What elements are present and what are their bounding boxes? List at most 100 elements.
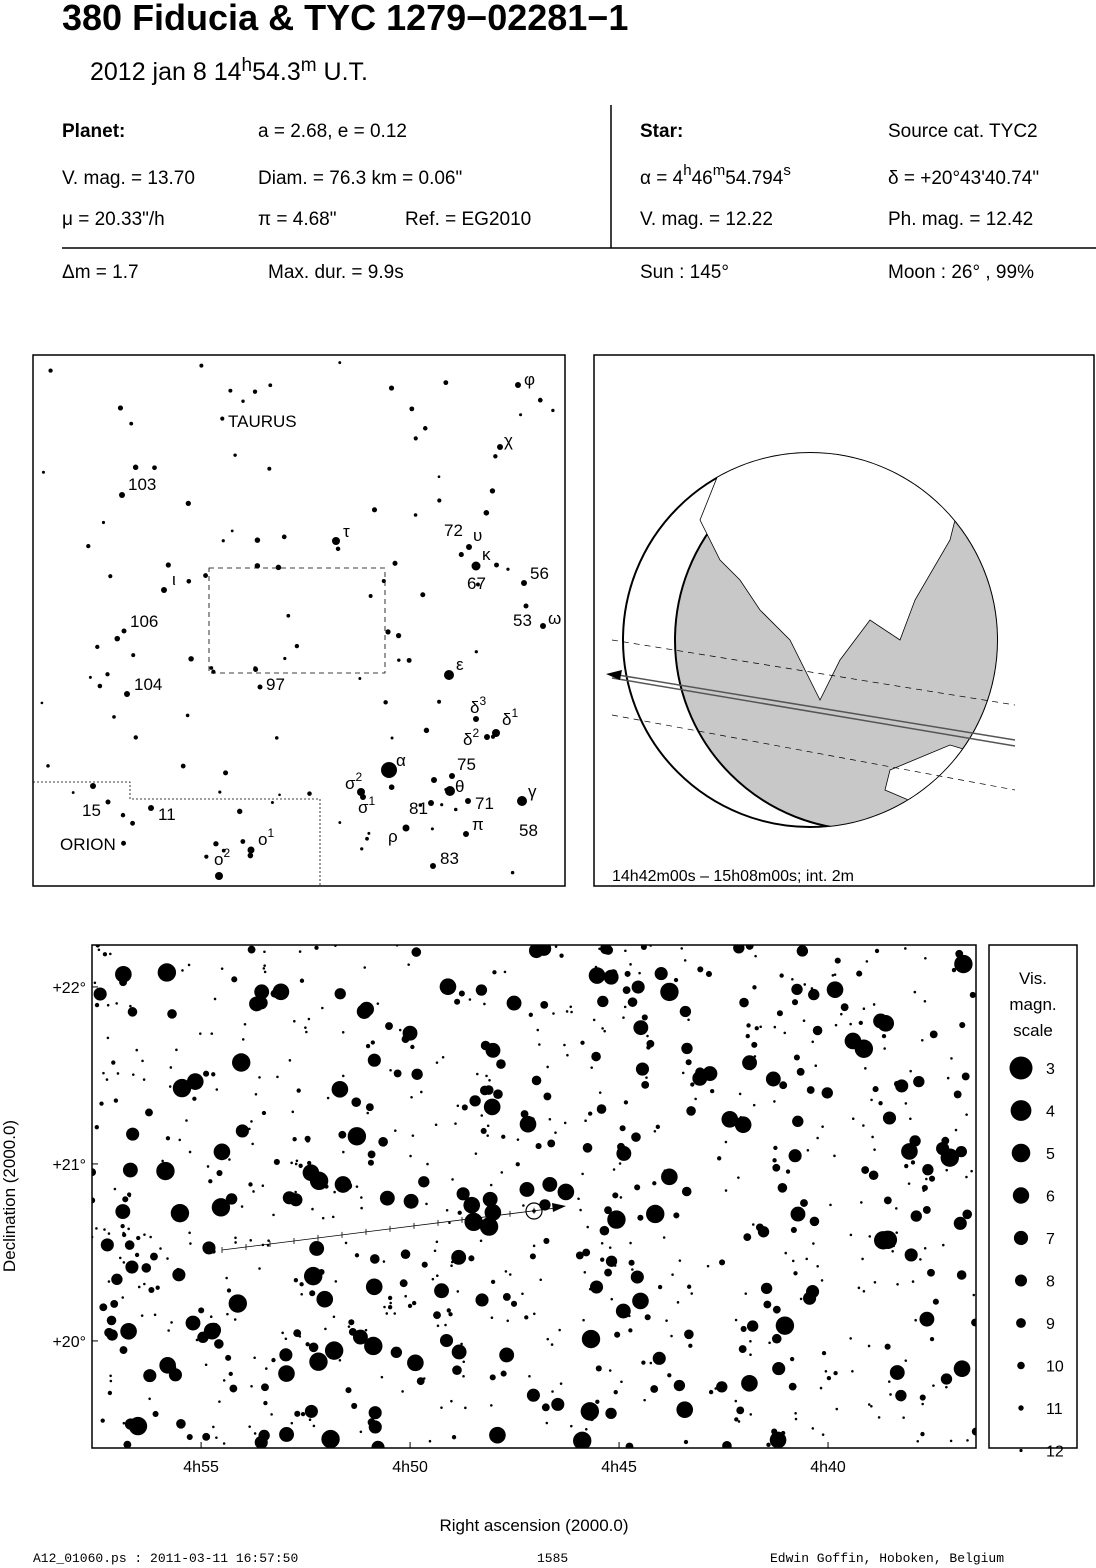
- star-label: 58: [519, 821, 538, 840]
- star: [683, 1439, 689, 1445]
- star: [914, 1318, 917, 1322]
- y-tick-label: +20°: [52, 1334, 86, 1351]
- star: [331, 1080, 349, 1098]
- star-label: 11: [158, 805, 176, 824]
- star: [929, 1336, 935, 1342]
- star: [305, 1030, 308, 1034]
- star: [480, 1114, 484, 1117]
- star: [106, 1315, 117, 1326]
- star: [385, 1022, 393, 1030]
- star: [608, 1369, 612, 1372]
- planet-vmag: V. mag. = 13.70: [62, 168, 195, 189]
- star: [909, 1135, 921, 1147]
- star: [867, 1403, 871, 1406]
- star: [444, 670, 454, 680]
- star: [180, 763, 186, 769]
- star: [284, 1337, 288, 1341]
- star: [216, 1170, 223, 1177]
- star: [46, 764, 50, 768]
- legend-mark: [1016, 1318, 1026, 1328]
- star: [442, 980, 445, 984]
- star: [253, 1432, 257, 1435]
- star: [595, 1399, 600, 1404]
- star: [734, 1116, 752, 1134]
- star: [821, 1350, 827, 1356]
- star: [753, 1055, 757, 1058]
- star: [249, 1239, 253, 1242]
- star: [710, 1088, 715, 1094]
- star: [833, 1154, 836, 1158]
- star: [253, 666, 259, 672]
- star: [629, 963, 632, 966]
- star: [411, 947, 422, 957]
- star: [128, 1416, 148, 1436]
- star: [604, 1268, 613, 1277]
- star: [282, 1375, 286, 1378]
- label-text: 75: [457, 755, 476, 774]
- star: [399, 1279, 408, 1288]
- star: [954, 1128, 958, 1132]
- star: [739, 997, 749, 1008]
- star: [716, 1381, 728, 1393]
- star: [499, 1347, 515, 1363]
- star: [904, 1248, 918, 1262]
- label-text: 106: [130, 612, 158, 631]
- star: [153, 1313, 157, 1317]
- star: [360, 1196, 363, 1199]
- star: [90, 783, 96, 789]
- star: [422, 426, 428, 431]
- star: [646, 1045, 651, 1050]
- star: [745, 945, 754, 950]
- star: [941, 1243, 945, 1247]
- star: [359, 1430, 363, 1434]
- star: [152, 465, 157, 471]
- star: [258, 1267, 261, 1270]
- star: [458, 990, 465, 997]
- star: [922, 1206, 931, 1214]
- star: [241, 399, 245, 403]
- star: [281, 534, 287, 540]
- star: [542, 1176, 558, 1192]
- star: [811, 1040, 815, 1044]
- star: [423, 727, 430, 734]
- superscript: 3: [479, 694, 486, 708]
- star: [475, 1293, 489, 1307]
- star: [644, 1314, 651, 1321]
- legend-label: 12: [1046, 1444, 1064, 1461]
- star: [436, 1274, 439, 1277]
- star-label: 81: [409, 799, 428, 818]
- star: [868, 1170, 879, 1181]
- star: [582, 1318, 585, 1322]
- star: [600, 945, 612, 955]
- star: [946, 1076, 950, 1080]
- star: [170, 1321, 173, 1324]
- star: [932, 1384, 935, 1387]
- star: [569, 1005, 573, 1009]
- star: [250, 1384, 253, 1388]
- star-label: ω: [548, 609, 561, 628]
- star: [835, 1407, 839, 1411]
- superscript: 1: [511, 706, 518, 720]
- star: [889, 1393, 892, 1396]
- star: [225, 1193, 238, 1205]
- star: [566, 1053, 569, 1057]
- star: [240, 839, 246, 844]
- star: [113, 1187, 117, 1191]
- star: [410, 1095, 413, 1099]
- star: [483, 1002, 486, 1006]
- star: [208, 1179, 213, 1184]
- star: [165, 1136, 171, 1141]
- star: [221, 539, 225, 543]
- star: [140, 1314, 144, 1317]
- star: [784, 1251, 788, 1255]
- star: [503, 970, 507, 974]
- star: [435, 1061, 439, 1064]
- star: [831, 974, 835, 977]
- star: [543, 1237, 550, 1244]
- star: [248, 1182, 253, 1187]
- star: [129, 1004, 132, 1008]
- star: [132, 1073, 135, 1076]
- star: [278, 793, 281, 797]
- star: [302, 1164, 320, 1182]
- star: [601, 1027, 604, 1030]
